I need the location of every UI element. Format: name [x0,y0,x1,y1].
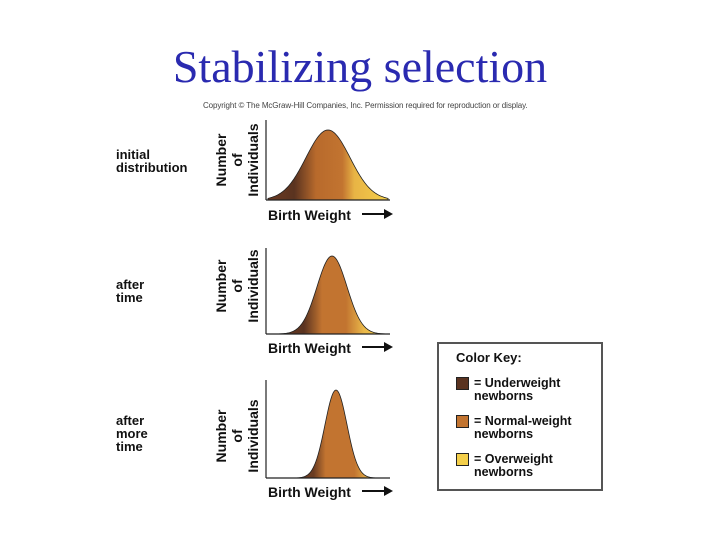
panel-2-chart [265,248,390,335]
panel-1-label: initial distribution [116,147,188,175]
color-key-title: Color Key: [456,350,522,365]
panel-1-distribution-curve [267,129,389,201]
underweight-swatch [456,377,469,390]
panel-2-ylabel: Number of Individuals [213,249,261,323]
color-key: Color Key: = Underweight newborns = Norma… [437,342,603,491]
panel-1-chart [265,120,390,201]
panel-2-distribution-curve [267,255,389,335]
panel-3-xlabel: Birth Weight [268,484,351,500]
overweight-swatch [456,453,469,466]
panel-2-label: after time [116,277,145,305]
arrow-right-icon [362,486,393,496]
arrow-right-icon [362,209,393,219]
panel-2-xlabel: Birth Weight [268,340,351,356]
panel-3-distribution-curve [268,389,388,479]
panel-3-chart [265,380,390,479]
panel-1-ylabel: Number of Individuals [213,123,261,197]
page-title: Stabilizing selection [172,41,548,92]
panel-3-ylabel: Number of Individuals [213,399,261,473]
normal-weight-swatch [456,415,469,428]
arrow-right-icon [362,342,393,352]
copyright-notice: Copyright © The McGraw-Hill Companies, I… [203,101,528,110]
panel-3-label: after more time [116,413,148,454]
panel-1-xlabel: Birth Weight [268,207,351,223]
